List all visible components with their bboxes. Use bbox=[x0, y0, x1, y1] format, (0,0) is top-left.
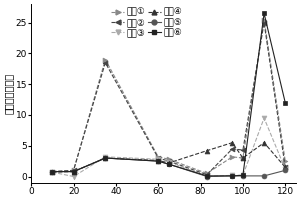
方案② bbox=[205, 173, 209, 176]
Line: 方案⑤: 方案⑤ bbox=[50, 156, 288, 179]
方案① bbox=[103, 58, 107, 61]
方案① bbox=[205, 172, 209, 175]
方案⑤ bbox=[284, 169, 287, 172]
方案② bbox=[72, 169, 75, 172]
方案② bbox=[230, 148, 234, 150]
方案⑤ bbox=[167, 163, 171, 165]
Y-axis label: 防渗墙水力坡降: 防渗墙水力坡降 bbox=[4, 73, 14, 114]
方案① bbox=[262, 18, 266, 21]
方案⑥ bbox=[262, 12, 266, 15]
方案③ bbox=[72, 175, 75, 178]
方案② bbox=[167, 160, 171, 162]
Line: 方案⑥: 方案⑥ bbox=[50, 11, 288, 178]
方案① bbox=[284, 160, 287, 162]
Line: 方案④: 方案④ bbox=[50, 140, 288, 175]
方案③ bbox=[230, 174, 234, 176]
方案④ bbox=[262, 141, 266, 144]
方案③ bbox=[103, 156, 107, 158]
方案② bbox=[284, 166, 287, 168]
方案④ bbox=[241, 157, 245, 159]
方案④ bbox=[103, 157, 107, 159]
方案④ bbox=[284, 166, 287, 168]
Line: 方案③: 方案③ bbox=[50, 116, 288, 179]
方案⑥ bbox=[284, 101, 287, 104]
方案⑥ bbox=[72, 170, 75, 173]
方案② bbox=[51, 170, 54, 173]
Line: 方案①: 方案① bbox=[50, 17, 288, 176]
方案⑤ bbox=[72, 170, 75, 173]
方案④ bbox=[167, 162, 171, 164]
方案② bbox=[241, 149, 245, 151]
方案⑥ bbox=[241, 174, 245, 176]
方案⑤ bbox=[262, 175, 266, 177]
方案② bbox=[103, 61, 107, 64]
方案② bbox=[262, 21, 266, 24]
方案③ bbox=[205, 175, 209, 178]
方案④ bbox=[205, 149, 209, 152]
方案⑥ bbox=[103, 157, 107, 159]
方案⑤ bbox=[205, 175, 209, 178]
方案⑤ bbox=[156, 160, 160, 162]
方案① bbox=[167, 158, 171, 160]
方案④ bbox=[51, 171, 54, 173]
方案④ bbox=[230, 141, 234, 144]
方案③ bbox=[156, 158, 160, 160]
方案① bbox=[156, 156, 160, 158]
方案① bbox=[230, 156, 234, 158]
方案④ bbox=[72, 170, 75, 173]
方案⑥ bbox=[51, 170, 54, 173]
Line: 方案②: 方案② bbox=[50, 20, 288, 177]
方案⑥ bbox=[230, 175, 234, 177]
方案⑤ bbox=[103, 157, 107, 159]
方案③ bbox=[51, 171, 54, 173]
方案① bbox=[72, 169, 75, 172]
方案③ bbox=[284, 168, 287, 170]
方案① bbox=[51, 170, 54, 173]
方案③ bbox=[167, 161, 171, 163]
方案⑥ bbox=[156, 160, 160, 162]
方案⑥ bbox=[167, 163, 171, 165]
方案⑥ bbox=[205, 175, 209, 177]
方案① bbox=[241, 157, 245, 159]
Legend: 方案①, 方案②, 方案③, 方案④, 方案⑤, 方案⑥: 方案①, 方案②, 方案③, 方案④, 方案⑤, 方案⑥ bbox=[110, 7, 183, 38]
方案⑤ bbox=[241, 175, 245, 177]
方案③ bbox=[262, 117, 266, 119]
方案② bbox=[156, 157, 160, 159]
方案⑤ bbox=[230, 175, 234, 177]
方案⑤ bbox=[51, 170, 54, 173]
方案③ bbox=[241, 174, 245, 176]
方案④ bbox=[156, 159, 160, 162]
